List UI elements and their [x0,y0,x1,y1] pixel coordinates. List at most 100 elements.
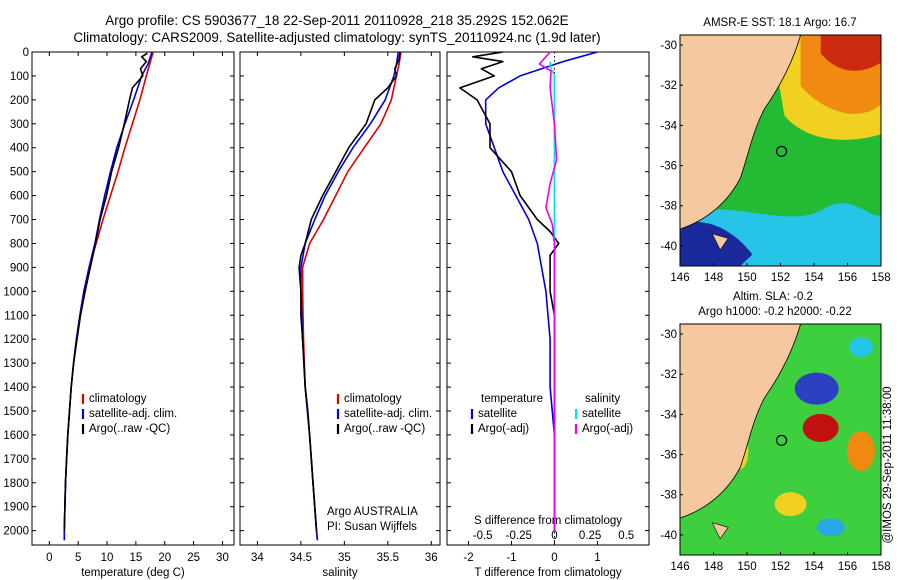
eddy-yellow [774,492,807,517]
x-tick-label: 148 [704,561,723,573]
temperature-xlabel: temperature (deg C) [81,567,185,579]
x-tick-label: 150 [737,561,756,573]
eddy-cyan [848,337,873,358]
x-tick-label: 154 [804,272,824,284]
x-tick-label: 146 [670,272,689,284]
x-tick-label-s: 0.5 [618,530,634,542]
map-sla-field [680,324,881,555]
x-tick-label: 34 [251,552,264,564]
y-tick-label: 1100 [4,310,29,322]
y-tick-label: 500 [10,167,29,179]
y-tick-label: -32 [660,80,677,92]
cold-pool [680,221,753,266]
y-tick-label: 900 [10,262,29,274]
x-tick-label: 150 [737,272,756,284]
land-australia [680,35,802,230]
legend-label: Argo(..raw -QC) [89,423,170,435]
temperature-panel: 0100200300400500600700800900100011001200… [3,47,235,579]
x-tick-label-t: -2 [463,552,473,564]
y-tick-label: -40 [660,530,677,542]
legend-label: salinity [585,393,620,405]
salinity-panel: 34 34.5 35 35.5 36 salinity [239,51,441,579]
x-tick-label: 5 [75,552,81,564]
y-tick-label: 200 [10,95,29,107]
x-tick-label: 10 [101,552,114,564]
x-tick-label: 148 [704,272,723,284]
argo-position-marker [775,145,788,157]
y-tick-label: 100 [10,71,29,83]
y-tick-label: -30 [660,40,677,52]
x-tick-label: 158 [871,272,890,284]
eddy-warm-2 [846,431,875,472]
y-tick-label: 1200 [3,334,29,346]
y-tick-label: -38 [660,490,677,502]
salinity-line-argo-raw-qc- [298,51,401,531]
legend-label: temperature [481,393,543,405]
y-tick-label: -34 [660,120,677,132]
y-tick-label: 1400 [3,382,29,394]
x-tick-label: 152 [771,561,790,573]
land-australia [680,324,802,519]
y-tick-label: 1600 [3,430,29,442]
land-island [711,233,729,251]
header-line1: Argo profile: CS 5903677_18 22-Sep-2011 … [105,13,568,28]
argo-position-marker [775,434,788,446]
y-tick-label: -30 [660,329,677,341]
differences-xlabel: T difference from climatology [474,567,621,579]
eddy-cold [794,372,839,405]
x-tick-label-t: 0 [551,552,557,564]
y-tick-label: 0 [23,47,29,59]
header-line2: Climatology: CARS2009. Satellite-adjuste… [73,30,600,45]
y-tick-label: 2000 [3,526,29,538]
y-tick-label: -32 [660,369,677,381]
map-sst: 146 148 150 152 154 156 158 -30 -32 -34 -36 -38 -40 [660,34,891,284]
x-tick-label: 156 [838,561,857,573]
differences-line-temperature-satellite [484,51,598,531]
differences-axes-frame [446,51,650,546]
legend-label: Argo(-adj) [582,423,633,435]
x-tick-label: 154 [804,561,824,573]
y-tick-label: 300 [10,119,29,131]
y-tick-label: -40 [660,241,677,253]
x-tick-label-s: 0 [551,530,557,542]
x-tick-label: 0 [46,552,52,564]
map-sla-subtitle: Argo h1000: -0.2 h2000: -0.22 [698,306,851,318]
y-tick-label: 1700 [3,454,29,466]
y-tick-label: 400 [10,143,29,155]
x-tick-label-s: -0.25 [506,530,532,542]
eddy-blue [816,518,845,537]
land-island [711,522,729,540]
eddy-warm [802,413,839,442]
y-tick-label: 1800 [3,478,29,490]
x-tick-label: 20 [158,552,171,564]
legend-label: satellite [478,408,517,420]
differences-line-salinity-argo-adj- [538,51,558,531]
y-tick-label: 600 [10,191,29,203]
map-sst-title: AMSR-E SST: 18.1 Argo: 16.7 [703,17,856,29]
salinity-axes-frame [239,51,441,546]
x-tick-label-t: 1 [594,552,600,564]
pi-label: PI: Susan Wijffels [327,521,417,533]
y-tick-label: -36 [660,450,677,462]
x-tick-label: 146 [670,561,689,573]
temperature-line-argo-raw-qc- [63,52,148,531]
x-tick-label: 158 [871,561,890,573]
y-tick-label: -34 [660,409,677,421]
salinity-xlabel: salinity [322,567,357,579]
differences-xlabel-top: S difference from climatology [474,515,622,527]
y-tick-label: 800 [10,238,29,250]
x-tick-label: 30 [216,552,229,564]
temperature-axes-frame [31,51,235,546]
legend-label: Argo(..raw -QC) [344,423,425,435]
x-tick-label: 34.5 [290,552,312,564]
hot-core [820,35,881,71]
legend-label: climatology [89,393,147,405]
x-tick-label: 35 [338,552,351,564]
x-tick-label: 152 [771,272,790,284]
institution-label: Argo AUSTRALIA [327,506,418,518]
y-tick-label: -38 [660,201,677,213]
credit-text: @IMOS 29-Sep-2011 11:38:00 [882,386,894,543]
x-tick-label-s: -0.5 [473,530,493,542]
y-tick-label: 700 [10,215,29,227]
